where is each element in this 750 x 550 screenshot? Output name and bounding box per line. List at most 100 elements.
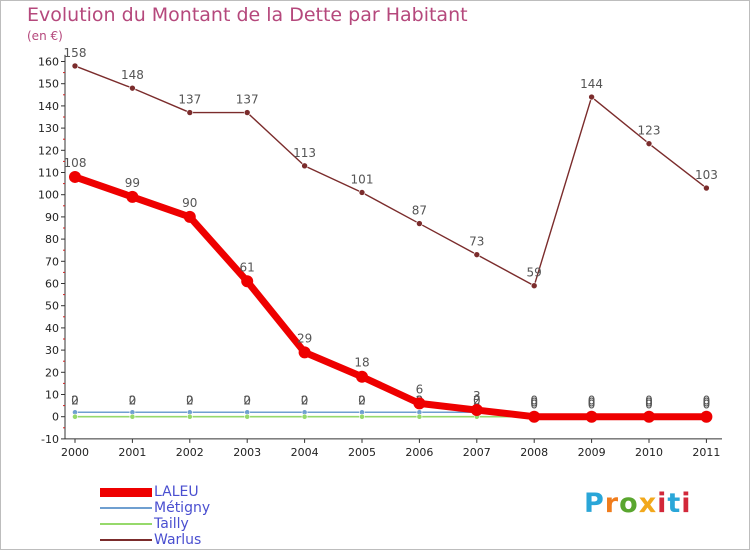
y-tick-label: 70 [45,255,59,268]
data-point-laleu [126,190,139,203]
data-point-warlus [129,84,136,92]
data-point-laleu [470,404,483,417]
legend-swatch-tailly [100,523,152,525]
data-label-laleu: 0 [530,396,538,410]
data-label-tailly: 0 [588,394,596,408]
data-label-laleu: 0 [645,396,653,410]
data-point-laleu [241,275,254,288]
data-point-warlus [186,109,194,116]
series-line-laleu [71,173,710,421]
data-point-warlus [71,62,79,70]
x-tick-label: 2002 [176,446,204,459]
data-point-laleu [700,410,713,423]
legend-label-laleu: LALEU [154,484,199,500]
legend-label-tailly: Tailly [154,516,189,532]
y-axis-unit-label: (en €) [27,29,63,43]
data-label-metigny: 2 [186,393,194,407]
data-label-metigny: 2 [71,393,79,407]
data-point-warlus [703,184,710,192]
data-label-tailly: 0 [301,394,309,408]
data-point-warlus [358,189,366,196]
data-label-warlus: 59 [527,266,542,280]
data-point-tailly [416,413,423,420]
data-label-metigny: 2 [129,393,137,407]
data-label-metigny: 0 [588,398,596,412]
data-label-warlus: 101 [351,172,374,186]
data-label-metigny: 2 [243,393,251,407]
legend-swatch-metigny [100,507,152,509]
data-point-warlus [301,162,308,170]
y-tick-label: 120 [38,144,59,157]
data-label-warlus: 123 [638,124,661,138]
logo-letter: i [657,488,668,519]
y-tick-label: 150 [38,78,59,91]
y-tick-label: 100 [38,189,59,202]
y-tick-label: -10 [41,433,59,446]
data-point-laleu [643,410,655,423]
data-point-tailly [244,413,251,420]
x-tick-label: 2008 [520,446,548,459]
y-tick-label: 40 [45,322,59,335]
data-point-warlus [645,140,653,147]
data-point-warlus [416,220,423,227]
y-tick-label: 90 [45,211,59,224]
legend-swatch-warlus [100,539,152,541]
data-label-laleu: 61 [240,260,255,274]
x-tick-label: 2007 [463,446,491,459]
y-tick-label: 110 [38,167,59,180]
logo-letter: i [681,488,692,519]
y-tick-label: 0 [52,411,59,424]
data-label-warlus: 137 [236,93,259,107]
data-point-laleu [585,410,598,423]
data-label-tailly: 0 [129,394,137,408]
logo-letter: r [604,488,620,519]
y-tick-label: 80 [45,233,59,246]
data-label-warlus: 87 [412,204,427,218]
logo-letter: o [619,488,639,519]
data-point-warlus [473,251,481,258]
data-point-laleu [183,210,196,223]
data-point-tailly [301,413,308,420]
y-tick-label: 30 [45,344,59,357]
data-point-tailly [186,413,193,420]
data-label-warlus: 137 [178,93,201,107]
logo-letter: x [638,488,658,519]
x-tick-label: 2003 [233,446,261,459]
data-label-tailly: 0 [473,394,481,408]
data-point-laleu [69,170,81,183]
data-label-laleu: 6 [416,382,424,396]
data-point-tailly [72,413,78,420]
data-label-laleu: 0 [703,396,711,410]
logo-letter: P [584,488,605,519]
data-point-laleu [528,410,541,423]
data-point-tailly [129,413,136,420]
chart-title: Evolution du Montant de la Dette par Hab… [27,4,468,26]
x-tick-label: 2006 [405,446,433,459]
data-label-metigny: 0 [645,398,653,412]
data-label-tailly: 0 [530,394,538,408]
data-label-laleu: 108 [64,156,87,170]
y-tick-label: 20 [45,366,59,379]
data-label-tailly: 0 [703,394,711,408]
data-label-metigny: 2 [358,393,366,407]
legend-label-metigny: Métigny [154,500,211,516]
data-point-warlus [530,282,538,290]
data-label-warlus: 144 [580,77,603,91]
series-line-warlus [74,65,708,287]
data-label-tailly: 0 [645,394,653,408]
data-point-warlus [243,109,251,116]
x-tick-label: 2001 [118,446,146,459]
data-label-warlus: 158 [64,46,87,60]
data-point-laleu [413,397,426,410]
proxiti-logo: Proxiti [584,488,692,519]
x-tick-label: 2004 [291,446,319,459]
data-point-laleu [298,346,311,359]
y-tick-label: 140 [38,100,59,113]
data-label-warlus: 73 [469,235,484,249]
data-label-laleu: 99 [125,176,140,190]
x-tick-label: 2009 [578,446,606,459]
data-label-tailly: 0 [358,394,366,408]
data-label-laleu: 3 [473,389,481,403]
